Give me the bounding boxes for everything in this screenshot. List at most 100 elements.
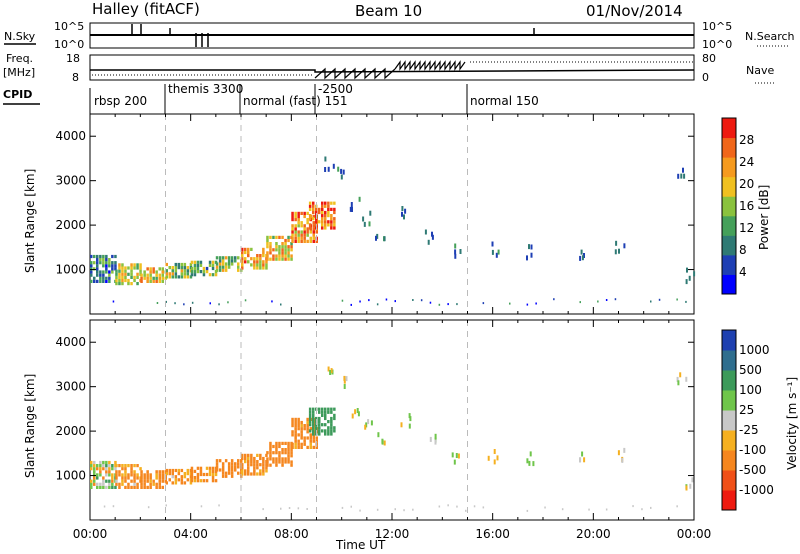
near-range-echo	[412, 508, 414, 511]
echo-cell	[105, 460, 108, 465]
echo-cell	[247, 456, 250, 461]
echo-cell	[186, 478, 190, 482]
echo-cell	[241, 250, 244, 255]
sparse-echo	[583, 253, 585, 258]
echo-cell	[108, 276, 111, 280]
freq-unit: [MHz]	[3, 66, 35, 79]
echo-cell	[111, 467, 114, 471]
velocity-panel: 1000 2000 3000 4000 Slant Range [km]	[23, 319, 695, 521]
echo-cell	[262, 247, 265, 251]
echo-cell	[224, 256, 228, 260]
sparse-echo	[454, 243, 457, 249]
echo-cell	[224, 471, 228, 475]
near-range-echo	[183, 303, 185, 306]
echo-cell	[237, 268, 240, 272]
echo-cell	[300, 433, 303, 437]
echo-cell	[208, 469, 212, 473]
sparse-echo	[685, 485, 688, 491]
echo-cell	[93, 276, 96, 280]
echo-cell	[281, 463, 284, 467]
echo-cell	[183, 272, 187, 276]
near-range-echo	[341, 299, 344, 302]
sparse-echo	[454, 249, 457, 255]
x-tick-label: 00:00	[73, 527, 108, 541]
echo-cell	[330, 207, 333, 211]
echo-cell	[177, 275, 181, 279]
echo-cell	[294, 436, 297, 440]
near-range-echo	[605, 508, 608, 511]
y-tick-label: 3000	[55, 380, 86, 394]
echo-cell	[244, 472, 247, 476]
echo-cell	[321, 210, 324, 215]
echo-cell	[93, 467, 96, 471]
nave-zigzag-2	[394, 60, 466, 71]
echo-cell	[327, 407, 330, 411]
echo-cell	[281, 248, 284, 252]
echo-cell	[250, 247, 253, 251]
echo-cell	[303, 424, 306, 428]
echo-cell	[300, 233, 303, 237]
echo-cell	[321, 410, 324, 414]
echo-cell	[149, 473, 152, 477]
freq-strip: Freq. [MHz] 18 8 80 0 Nave	[3, 52, 775, 84]
near-range-echo	[482, 302, 485, 305]
echo-cell	[139, 467, 142, 471]
echo-cell	[303, 230, 306, 234]
echo-cell	[105, 254, 108, 259]
echo-cell	[327, 432, 330, 436]
sparse-echo	[349, 206, 352, 212]
echo-cell	[227, 462, 231, 466]
sparse-echo	[376, 233, 379, 239]
echo-cell	[278, 245, 281, 249]
echo-cell	[327, 220, 330, 224]
echo-cell	[237, 465, 240, 469]
echo-cell	[105, 270, 108, 274]
echo-cell	[308, 413, 312, 417]
echo-cell	[190, 266, 194, 271]
echo-cell	[278, 235, 281, 239]
echo-cell	[168, 275, 171, 279]
echo-cell	[275, 460, 278, 464]
echo-cell	[102, 273, 105, 277]
echo-cell	[139, 263, 142, 267]
echo-cell	[96, 261, 99, 265]
echo-cell	[241, 472, 244, 476]
echo-cell	[143, 473, 146, 477]
echo-cell	[303, 427, 306, 431]
y-tick-label: 3000	[55, 174, 86, 188]
echo-cell	[196, 466, 200, 470]
echo-cell	[312, 201, 315, 205]
echo-cell	[180, 475, 184, 479]
echo-cell	[174, 269, 178, 273]
echo-cell	[266, 451, 269, 455]
echo-cell	[124, 269, 127, 273]
echo-cell	[221, 256, 225, 260]
echo-cell	[186, 468, 190, 473]
echo-cell	[312, 239, 315, 243]
velocity-colorbar-swatch	[722, 370, 736, 391]
echo-cell	[275, 235, 278, 239]
sparse-echo	[343, 384, 346, 389]
echo-cell	[177, 468, 181, 473]
echo-cell	[241, 247, 244, 251]
echo-cell	[115, 269, 118, 273]
echo-cell	[230, 256, 234, 260]
nsearch-tick-bottom: 10^0	[702, 38, 732, 51]
sparse-echo	[491, 249, 494, 255]
near-range-echo	[147, 506, 150, 509]
echo-cell	[115, 275, 118, 279]
echo-cell	[300, 224, 303, 228]
echo-cell	[259, 254, 262, 258]
echo-cell	[278, 457, 281, 461]
echo-cell	[211, 273, 215, 277]
echo-cell	[121, 473, 124, 477]
sparse-echo	[526, 458, 529, 464]
echo-cell	[102, 270, 105, 274]
echo-cell	[127, 266, 130, 270]
echo-cell	[290, 460, 293, 464]
echo-cell	[250, 453, 253, 457]
power-colorbar-swatch	[722, 157, 736, 178]
echo-cell	[327, 429, 330, 433]
near-range-echo	[112, 300, 115, 303]
near-range-echo	[359, 300, 361, 303]
